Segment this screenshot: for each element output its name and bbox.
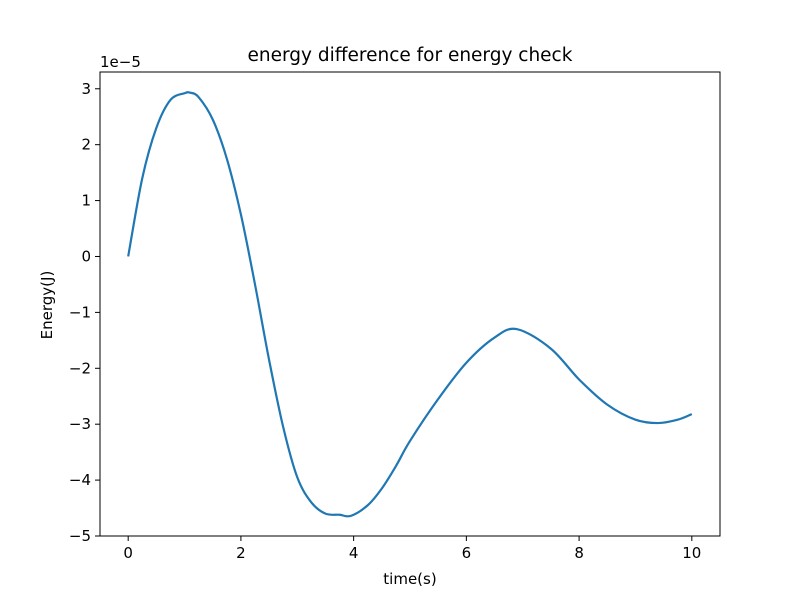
x-tick-label: 6 (462, 544, 472, 562)
y-tick-label: 2 (81, 136, 91, 154)
y-tick-label: 3 (81, 80, 91, 98)
chart-title: energy difference for energy check (248, 45, 573, 66)
plot-frame (99, 71, 721, 537)
x-tick-label: 2 (236, 544, 246, 562)
y-tick-label: −3 (69, 415, 91, 433)
y-axis: −5 −4 −3 −2 −1 0 1 2 3 (69, 80, 100, 545)
y-tick-label: −2 (69, 359, 91, 377)
x-axis: 0 2 4 6 8 10 (123, 536, 701, 562)
plot-area: 0 2 4 6 8 10 −5 −4 −3 −2 −1 0 1 2 3 (69, 71, 721, 562)
series-line (127, 91, 693, 518)
x-tick-label: 0 (123, 544, 133, 562)
x-tick-label: 4 (349, 544, 359, 562)
y-tick-label: 0 (81, 247, 91, 265)
x-tick-label: 10 (682, 544, 701, 562)
y-tick-label: −4 (69, 471, 91, 489)
y-axis-offset-label: 1e−5 (100, 53, 141, 71)
y-tick-label: −1 (69, 303, 91, 321)
y-axis-label: Energy(J) (38, 271, 56, 340)
x-tick-label: 8 (574, 544, 584, 562)
x-axis-label: time(s) (383, 570, 436, 588)
y-tick-label: 1 (81, 192, 91, 210)
y-tick-label: −5 (69, 527, 91, 545)
